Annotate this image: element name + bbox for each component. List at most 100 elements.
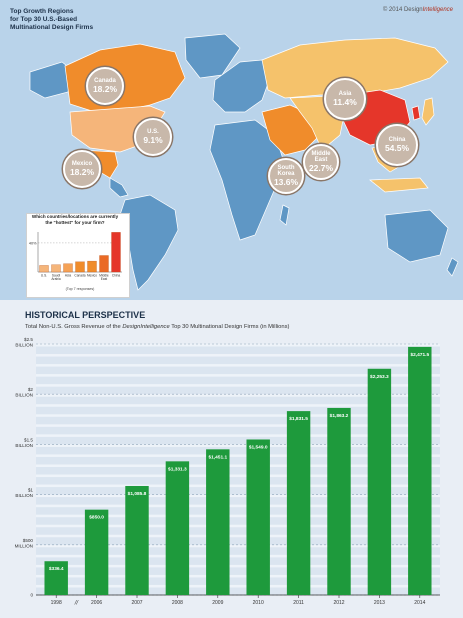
y-tick-label-line: BILLION bbox=[15, 443, 33, 448]
survey-bar bbox=[63, 263, 73, 273]
region-name-south-korea: South Korea bbox=[277, 165, 295, 177]
plot-stripe bbox=[36, 454, 440, 457]
x-tick-label: 2013 bbox=[374, 600, 385, 606]
survey-bar bbox=[99, 255, 109, 273]
region-value-south-korea: 13.6% bbox=[273, 177, 299, 187]
x-tick-label: 2006 bbox=[91, 600, 102, 606]
x-tick-label: 2011 bbox=[293, 600, 304, 606]
revenue-bar bbox=[246, 439, 270, 595]
region-bubble-middle-east: Middle East 22.7% bbox=[303, 144, 339, 180]
plot-stripe bbox=[36, 514, 440, 518]
copyright: © 2014 DesignIntelligence bbox=[383, 7, 453, 13]
y-tick-label-line: BILLION bbox=[15, 343, 33, 348]
survey-footnote: (Top 7 responses) bbox=[66, 287, 95, 291]
alaska-shape bbox=[29, 61, 73, 99]
plot-stripe bbox=[36, 544, 440, 548]
x-tick-label: 1998 bbox=[51, 600, 62, 606]
plot-stripe bbox=[36, 534, 440, 538]
y-tick-label-line: $2.5 bbox=[24, 337, 33, 342]
survey-x-tick-label: Middle East bbox=[99, 274, 109, 282]
survey-x-tick-label: China bbox=[112, 274, 121, 278]
region-bubble-canada: Canada 18.2% bbox=[86, 67, 124, 105]
bar-value-label: $2,471.5 bbox=[410, 352, 429, 358]
y-tick-label-line: $1 bbox=[28, 488, 34, 493]
plot-stripe bbox=[36, 554, 440, 558]
plot-stripe bbox=[36, 374, 440, 377]
y-tick-label-line: $2 bbox=[28, 387, 34, 392]
plot-stripe bbox=[36, 424, 440, 427]
survey-chart: 40% U.S. Saudi Arabia Asia Canada Mexico Middle… bbox=[29, 232, 122, 291]
europe-shape bbox=[212, 59, 271, 113]
revenue-bar bbox=[408, 346, 432, 595]
region-bubble-mexico: Mexico 18.2% bbox=[63, 150, 101, 188]
central-america-shape bbox=[109, 177, 129, 198]
bar-value-label: $1,085.8 bbox=[128, 491, 147, 497]
historical-subtitle: Total Non-U.S. Gross Revenue of the Desi… bbox=[25, 324, 289, 330]
new-zealand-shape bbox=[446, 257, 459, 277]
region-name-china: China bbox=[388, 137, 406, 143]
plot-stripe bbox=[36, 404, 440, 407]
survey-x-tick-label-line: Mexico bbox=[87, 274, 97, 278]
survey-x-tick-label: Saudi Arabia bbox=[51, 274, 60, 282]
survey-x-tick-label: Canada bbox=[74, 274, 85, 278]
historical-subtitle-post: Top 30 Multinational Design Firms (in Mi… bbox=[169, 324, 290, 330]
revenue-bar bbox=[367, 368, 392, 595]
canada-shape bbox=[64, 43, 186, 113]
plot-stripe bbox=[36, 524, 440, 528]
plot-stripe bbox=[36, 354, 440, 357]
y-tick-label-line: 0 bbox=[30, 593, 33, 598]
australia-shape bbox=[384, 209, 449, 263]
revenue-bar bbox=[165, 461, 190, 595]
plot-stripe bbox=[36, 394, 440, 397]
japan-shape bbox=[421, 97, 435, 126]
bar-value-label: $336.4 bbox=[49, 566, 64, 572]
plot-stripe bbox=[36, 484, 440, 488]
survey-bar bbox=[75, 261, 85, 273]
survey-x-tick-label: Mexico bbox=[87, 274, 97, 278]
historical-subtitle-brand: DesignIntelligence bbox=[122, 324, 170, 330]
revenue-bar bbox=[286, 411, 311, 595]
x-tick-label: 2008 bbox=[172, 600, 183, 606]
region-bubble-china: China 54.5% bbox=[376, 124, 418, 166]
survey-x-tick-label: Asia bbox=[65, 274, 71, 278]
x-tick-label: 2012 bbox=[333, 600, 344, 606]
map-title-line3: Multinational Design Firms bbox=[10, 24, 94, 31]
region-name-middle-east: Middle East bbox=[311, 151, 331, 163]
region-value-asia: 11.4% bbox=[333, 97, 357, 107]
x-tick-label: 2007 bbox=[131, 600, 142, 606]
y-tick-label: $500 MILLION bbox=[15, 538, 34, 549]
region-value-middle-east: 22.7% bbox=[308, 163, 334, 173]
bar-value-label: $1,831.5 bbox=[289, 416, 308, 422]
revenue-bar bbox=[84, 509, 109, 595]
revenue-bar bbox=[206, 449, 230, 595]
brand-italic: Intelligence bbox=[422, 7, 453, 13]
y-tick-label: $1 BILLION bbox=[15, 488, 33, 499]
x-tick-label: 2014 bbox=[414, 600, 425, 606]
plot-stripe bbox=[36, 494, 440, 498]
revenue-bar-chart: 0$500 MILLION$1 BILLION$1.5 BILLION$2 BILLIO… bbox=[15, 337, 440, 607]
plot-stripe bbox=[36, 434, 440, 437]
survey-x-tick-label-line: China bbox=[112, 274, 121, 278]
copyright-year: © 2014 bbox=[382, 7, 403, 13]
region-name-mexico: Mexico bbox=[71, 161, 93, 167]
region-value-china: 54.5% bbox=[384, 143, 410, 153]
brand-plain: Design bbox=[403, 7, 423, 13]
revenue-bar bbox=[327, 407, 351, 595]
y-tick-label: $2.5 BILLION bbox=[15, 337, 33, 348]
map-title: Top Growth Regions for Top 30 U.S.-Based… bbox=[10, 8, 120, 32]
bar-value-label: $1,549.0 bbox=[249, 444, 268, 450]
x-tick-label: 2010 bbox=[253, 600, 264, 606]
x-tick-label: 2009 bbox=[212, 600, 223, 606]
axis-break-marker: // bbox=[74, 601, 80, 607]
indonesia-shape bbox=[369, 177, 429, 193]
revenue-bar bbox=[44, 561, 68, 595]
survey-x-tick-label-line: Asia bbox=[65, 274, 71, 278]
plot-stripe bbox=[36, 414, 440, 417]
survey-x-tick-label-line: East bbox=[101, 277, 107, 281]
survey-bar bbox=[51, 264, 61, 273]
plot-stripe bbox=[36, 584, 440, 588]
madagascar-shape bbox=[279, 204, 290, 226]
survey-question: Which countries/locations are currently … bbox=[31, 214, 119, 225]
y-tick-label: $2 BILLION bbox=[15, 387, 33, 398]
bar-value-label: $1,331.3 bbox=[168, 466, 187, 472]
